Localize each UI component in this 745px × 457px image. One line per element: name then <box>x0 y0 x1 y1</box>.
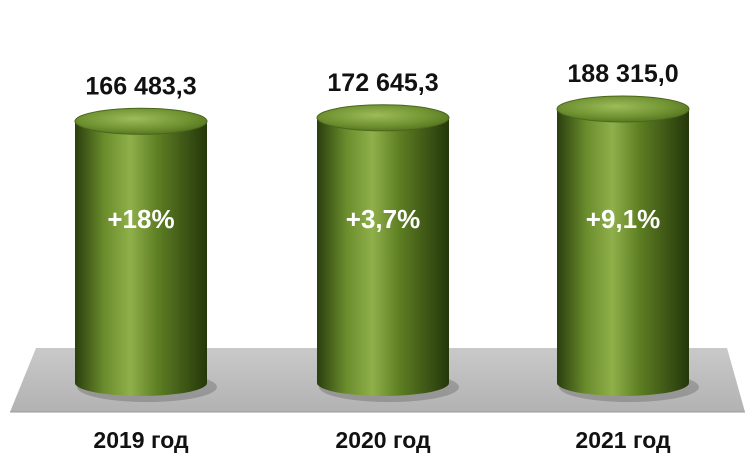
growth-label: +18% <box>107 204 174 234</box>
bar <box>74 107 217 402</box>
labels-group: 166 483,3 +18% 2019 год 172 645,3 +3,7% 2020 … <box>85 60 678 453</box>
category-label: 2019 год <box>93 427 189 453</box>
bar <box>316 104 459 402</box>
bar-body <box>317 117 449 396</box>
growth-label: +3,7% <box>346 204 420 234</box>
value-label: 188 315,0 <box>567 60 678 88</box>
category-label: 2020 год <box>335 427 431 453</box>
bar-body <box>557 109 689 396</box>
bar-body <box>75 121 207 397</box>
bar-top <box>556 95 690 123</box>
value-label: 172 645,3 <box>327 69 438 97</box>
bar <box>556 95 699 402</box>
value-label: 166 483,3 <box>85 72 196 100</box>
bar-top <box>316 104 450 132</box>
category-label: 2021 год <box>575 427 671 453</box>
growth-label: +9,1% <box>586 204 660 234</box>
bar-top <box>74 107 208 135</box>
bars-group <box>74 95 699 402</box>
